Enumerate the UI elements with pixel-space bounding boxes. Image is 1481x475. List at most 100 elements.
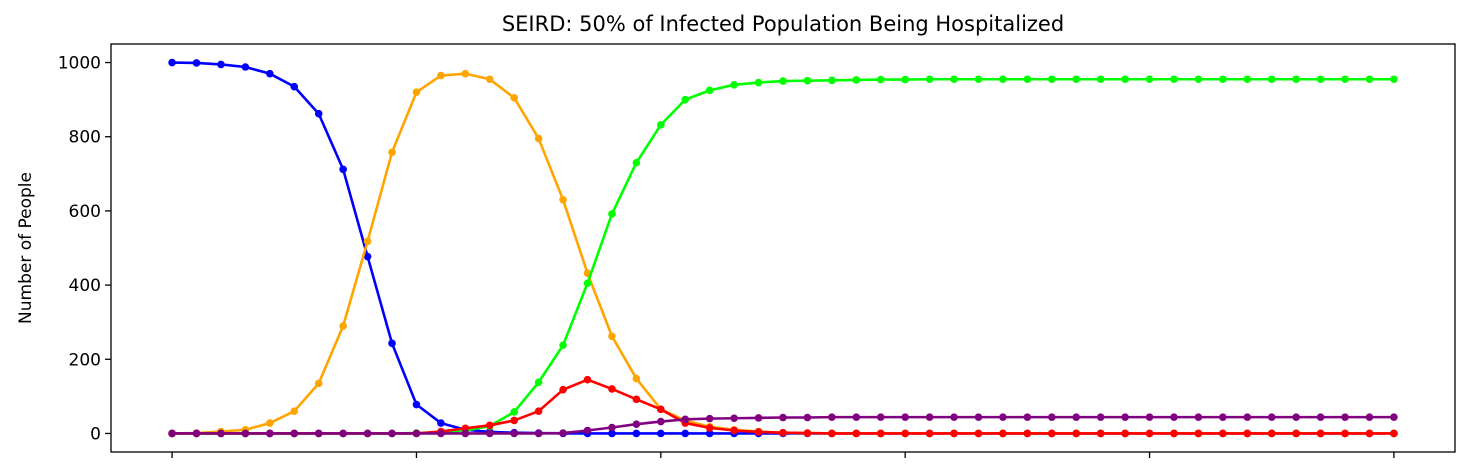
- data-point: [1390, 429, 1398, 438]
- data-point: [657, 405, 665, 414]
- data-point: [852, 429, 861, 438]
- data-point: [461, 69, 470, 78]
- y-tick-label: 0: [90, 424, 101, 444]
- data-point: [681, 429, 690, 438]
- data-point: [290, 82, 299, 91]
- data-point: [1145, 75, 1154, 84]
- series-0: [168, 58, 1398, 438]
- data-point: [339, 165, 347, 174]
- data-point: [534, 134, 543, 143]
- data-point: [1072, 413, 1081, 421]
- data-point: [510, 429, 518, 438]
- y-tick-label: 800: [69, 128, 101, 148]
- data-point: [1292, 413, 1300, 421]
- data-point: [485, 75, 494, 84]
- data-point: [217, 429, 225, 438]
- data-point: [168, 429, 176, 438]
- data-point: [779, 77, 787, 85]
- data-point: [852, 76, 861, 84]
- data-point: [1121, 75, 1129, 84]
- data-point: [754, 78, 763, 87]
- data-point: [608, 423, 616, 432]
- series-2: [168, 75, 1398, 438]
- series-line: [172, 61, 1394, 435]
- data-point: [1267, 75, 1276, 84]
- data-point: [1365, 413, 1374, 421]
- data-point: [1341, 429, 1349, 438]
- data-point: [705, 424, 714, 432]
- data-point: [534, 429, 543, 438]
- data-point: [559, 195, 567, 204]
- data-point: [1023, 413, 1032, 421]
- data-point: [217, 60, 225, 69]
- data-point: [1292, 429, 1300, 438]
- data-point: [730, 426, 738, 435]
- data-point: [266, 419, 274, 427]
- data-point: [1048, 429, 1056, 438]
- axis-ticks: 0 200 400 600 800 1000: [58, 54, 1395, 458]
- data-point: [1170, 413, 1178, 421]
- data-point: [241, 63, 250, 71]
- data-point: [314, 379, 323, 388]
- data-point: [559, 429, 567, 437]
- data-point: [437, 419, 445, 427]
- data-point: [1390, 413, 1398, 421]
- data-point: [1390, 75, 1398, 84]
- data-point: [1341, 75, 1349, 84]
- data-point: [583, 279, 592, 288]
- data-point: [754, 428, 763, 436]
- data-point: [510, 93, 518, 102]
- data-point: [192, 59, 201, 67]
- data-point: [1170, 429, 1178, 438]
- data-point: [754, 414, 763, 422]
- data-point: [1096, 429, 1105, 438]
- data-point: [632, 395, 641, 404]
- data-point: [510, 408, 518, 416]
- data-point: [1316, 429, 1325, 438]
- data-point: [412, 429, 421, 438]
- data-point: [1316, 413, 1325, 421]
- data-point: [534, 407, 543, 416]
- data-point: [485, 421, 494, 430]
- series-3: [168, 375, 1398, 438]
- data-point: [1145, 413, 1154, 421]
- data-point: [730, 414, 738, 423]
- data-point: [950, 75, 958, 84]
- chart-title: SEIRD: 50% of Infected Population Being …: [502, 12, 1064, 36]
- data-point: [1096, 413, 1105, 421]
- y-tick-label: 600: [69, 202, 101, 222]
- data-point: [901, 413, 909, 421]
- data-point: [608, 385, 616, 393]
- y-tick-label: 1000: [58, 54, 101, 74]
- data-point: [852, 413, 861, 421]
- data-point: [779, 428, 787, 437]
- data-point: [876, 75, 885, 84]
- data-point: [1365, 429, 1374, 438]
- data-point: [803, 429, 812, 437]
- series-layer: [168, 58, 1398, 438]
- data-point: [950, 429, 958, 438]
- data-point: [192, 429, 201, 438]
- data-point: [632, 429, 641, 438]
- data-point: [828, 413, 836, 421]
- data-point: [974, 75, 983, 84]
- data-point: [388, 148, 396, 157]
- data-point: [1145, 429, 1154, 438]
- data-point: [1048, 413, 1056, 421]
- data-point: [1243, 75, 1252, 84]
- data-point: [1292, 75, 1300, 84]
- data-point: [583, 426, 592, 435]
- data-point: [510, 416, 518, 425]
- series-line: [172, 72, 1394, 435]
- data-point: [901, 429, 909, 438]
- data-point: [266, 69, 274, 78]
- data-point: [241, 429, 250, 438]
- data-point: [925, 75, 934, 84]
- data-point: [1243, 429, 1252, 438]
- data-point: [1267, 429, 1276, 438]
- data-point: [705, 429, 714, 438]
- data-point: [412, 88, 421, 97]
- data-point: [583, 375, 592, 384]
- data-point: [290, 407, 299, 416]
